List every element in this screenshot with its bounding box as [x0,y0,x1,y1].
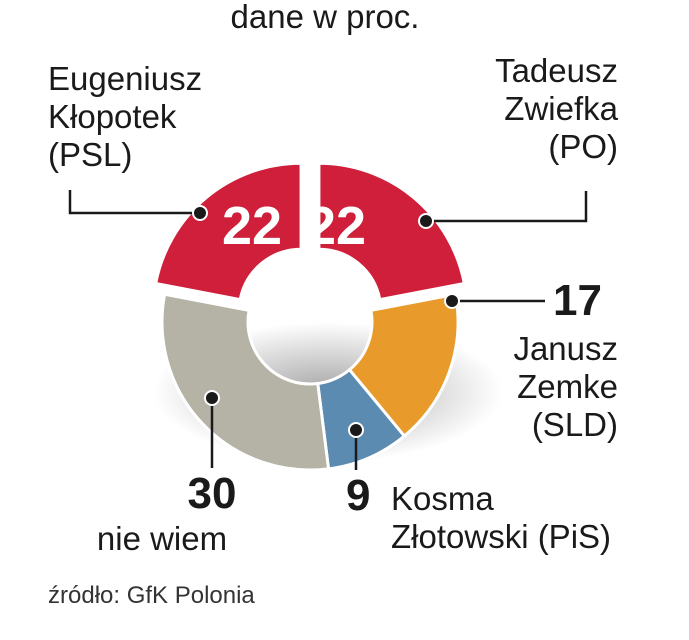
donut-slices [153,161,467,472]
data-label: 22 [222,196,282,256]
pie-slice [317,161,467,302]
data-label: 22 [306,196,366,256]
pie-slice [160,292,331,472]
leader-dot [444,293,460,309]
slice-name-label: Zwiefka [504,90,618,127]
data-label: 17 [553,276,602,325]
data-label: 30 [188,469,237,518]
leader-dot [192,205,208,221]
slice-name-label: Eugeniusz [48,60,202,97]
data-label: 9 [346,471,370,520]
leader-line [68,190,200,215]
leader-line [426,191,588,223]
slice-name-label: Złotowski (PiS) [391,518,611,555]
slice-name-label: Janusz [513,330,618,367]
leader-dot [204,390,220,406]
slice-name-label: Tadeusz [495,52,618,89]
leader-dot [418,213,434,229]
slice-name-label: (PO) [548,128,618,165]
leader-lines [68,190,588,470]
slice-name-label: Zemke [517,368,618,405]
pie-slice [153,161,303,302]
chart-source: źródło: GfK Polonia [48,582,255,609]
chart-subtitle: dane w proc. [231,0,420,35]
slice-name-label: (SLD) [532,406,618,443]
slice-name-label: nie wiem [97,520,227,557]
slice-name-label: (PSL) [48,136,132,173]
leader-dot [348,422,364,438]
slice-name-label: Kosma [391,480,494,517]
slice-name-label: Kłopotek [48,98,177,135]
